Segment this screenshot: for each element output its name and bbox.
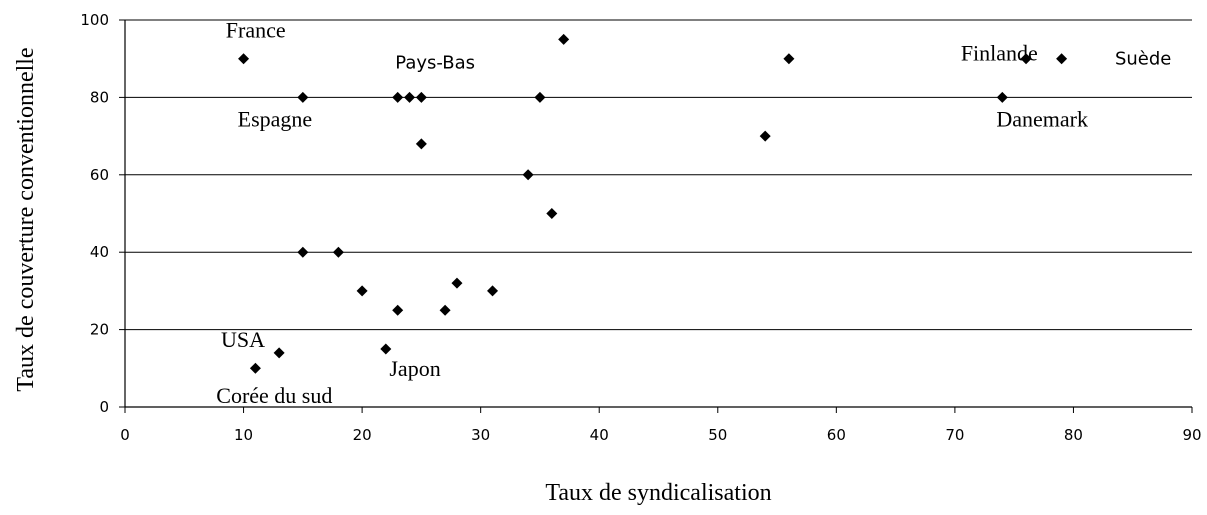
data-point	[380, 343, 392, 355]
y-tick-label: 20	[90, 321, 109, 339]
annotation-label: USA	[221, 327, 265, 352]
y-tick-label: 80	[90, 88, 109, 106]
data-point	[356, 285, 368, 297]
x-axis-ticks: 0 10 20 30 40 50 60 70 80 90	[120, 407, 1202, 444]
data-point	[1020, 53, 1032, 65]
x-tick-label: 20	[353, 426, 372, 444]
data-point	[487, 285, 499, 297]
annotation-label: Finlande	[961, 41, 1038, 66]
data-point	[415, 91, 427, 103]
annotation-label: Pays-Bas	[395, 52, 475, 73]
data-point	[273, 347, 285, 359]
x-tick-label: 50	[708, 426, 727, 444]
data-point	[558, 33, 570, 45]
x-tick-label: 30	[471, 426, 490, 444]
annotation-label: Japon	[389, 356, 440, 381]
data-point	[1056, 53, 1068, 65]
data-point	[996, 91, 1008, 103]
y-tick-label: 60	[90, 166, 109, 184]
annotations: France Pays-Bas Espagne Finlande Suède Danema…	[216, 17, 1171, 408]
data-point	[451, 277, 463, 289]
axes	[124, 20, 1192, 408]
data-point	[783, 53, 795, 65]
x-tick-label: 80	[1064, 426, 1083, 444]
data-point	[297, 91, 309, 103]
data-point	[415, 138, 427, 150]
data-point	[249, 362, 261, 374]
data-point	[404, 91, 416, 103]
x-tick-label: 0	[120, 426, 130, 444]
y-tick-label: 100	[80, 11, 109, 29]
data-point	[392, 304, 404, 316]
data-point	[332, 246, 344, 258]
x-tick-label: 10	[234, 426, 253, 444]
x-tick-label: 70	[945, 426, 964, 444]
data-point	[392, 91, 404, 103]
annotation-label: Espagne	[238, 106, 313, 131]
x-tick-label: 60	[827, 426, 846, 444]
data-point	[759, 130, 771, 142]
data-point	[297, 246, 309, 258]
data-point	[439, 304, 451, 316]
annotation-label: Suède	[1115, 49, 1171, 70]
annotation-label: France	[226, 17, 286, 42]
y-axis-ticks: 0 20 40 60 80 100	[80, 11, 125, 416]
gridlines	[125, 19, 1192, 331]
x-tick-label: 90	[1182, 426, 1201, 444]
y-tick-label: 0	[99, 398, 109, 416]
annotation-label: Corée du sud	[216, 383, 332, 408]
y-tick-label: 40	[90, 243, 109, 261]
annotation-label: Danemark	[996, 106, 1088, 131]
data-point	[534, 91, 546, 103]
x-axis-title: Taux de syndicalisation	[545, 480, 771, 506]
y-axis-title: Taux de couverture conventionnelle	[13, 47, 39, 391]
data-point	[546, 208, 558, 219]
data-points	[238, 33, 1068, 374]
data-point	[238, 53, 250, 65]
data-point	[522, 169, 534, 181]
x-tick-label: 40	[590, 426, 609, 444]
